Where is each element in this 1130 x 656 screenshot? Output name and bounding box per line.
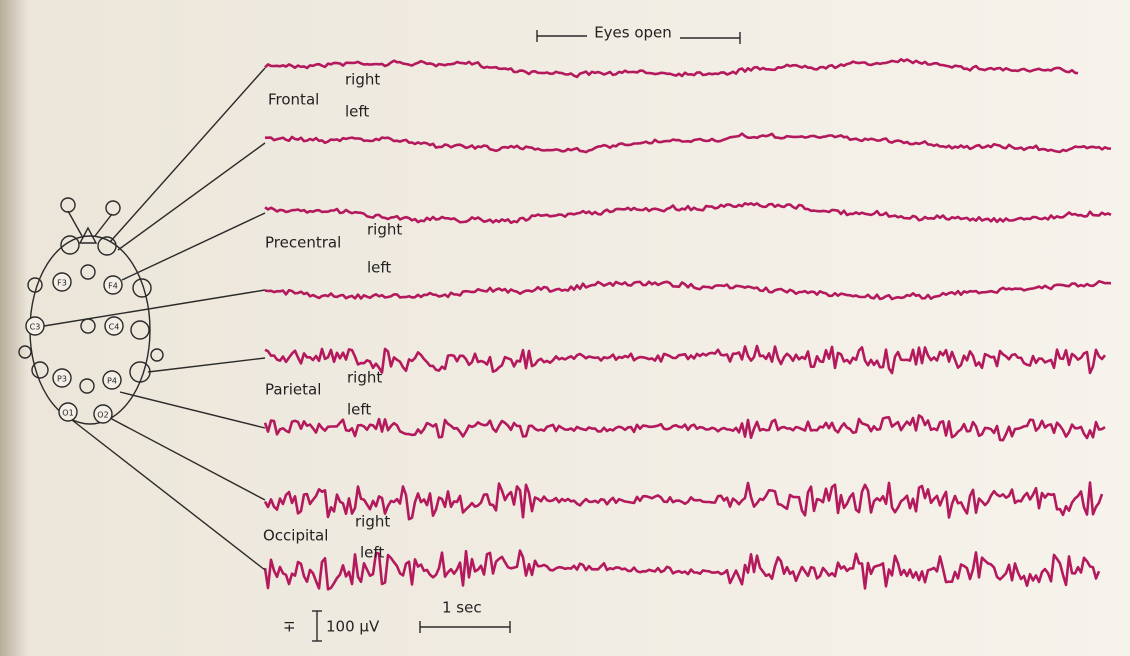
amplitude-sign: ∓ bbox=[283, 618, 296, 636]
left-label: left bbox=[347, 401, 371, 419]
electrode-label: O1 bbox=[62, 409, 73, 418]
right-label: right bbox=[345, 71, 380, 89]
region-label: Occipital bbox=[263, 527, 328, 545]
region-label: Frontal bbox=[268, 91, 319, 109]
electrode-label: C4 bbox=[109, 323, 120, 332]
eeg-figure: Eyes open Frontal right left Precentral … bbox=[0, 0, 1130, 656]
electrode-label: P3 bbox=[57, 375, 67, 384]
region-label: Precentral bbox=[265, 234, 341, 252]
left-label: left bbox=[367, 259, 391, 277]
right-label: right bbox=[367, 221, 402, 239]
page-background bbox=[0, 0, 1130, 656]
left-label: left bbox=[345, 103, 369, 121]
electrode-label: O2 bbox=[97, 411, 108, 420]
electrode-label: C3 bbox=[30, 323, 41, 332]
right-label: right bbox=[347, 369, 382, 387]
electrode-label: F4 bbox=[108, 282, 118, 291]
electrode-label: P4 bbox=[107, 377, 117, 386]
right-label: right bbox=[355, 513, 390, 531]
amplitude-label: 100 μV bbox=[326, 618, 380, 636]
eyes-open-label: Eyes open bbox=[594, 24, 672, 42]
left-label: left bbox=[360, 544, 384, 562]
electrode-label: F3 bbox=[57, 279, 67, 288]
region-label: Parietal bbox=[265, 381, 321, 399]
time-label: 1 sec bbox=[442, 599, 482, 617]
